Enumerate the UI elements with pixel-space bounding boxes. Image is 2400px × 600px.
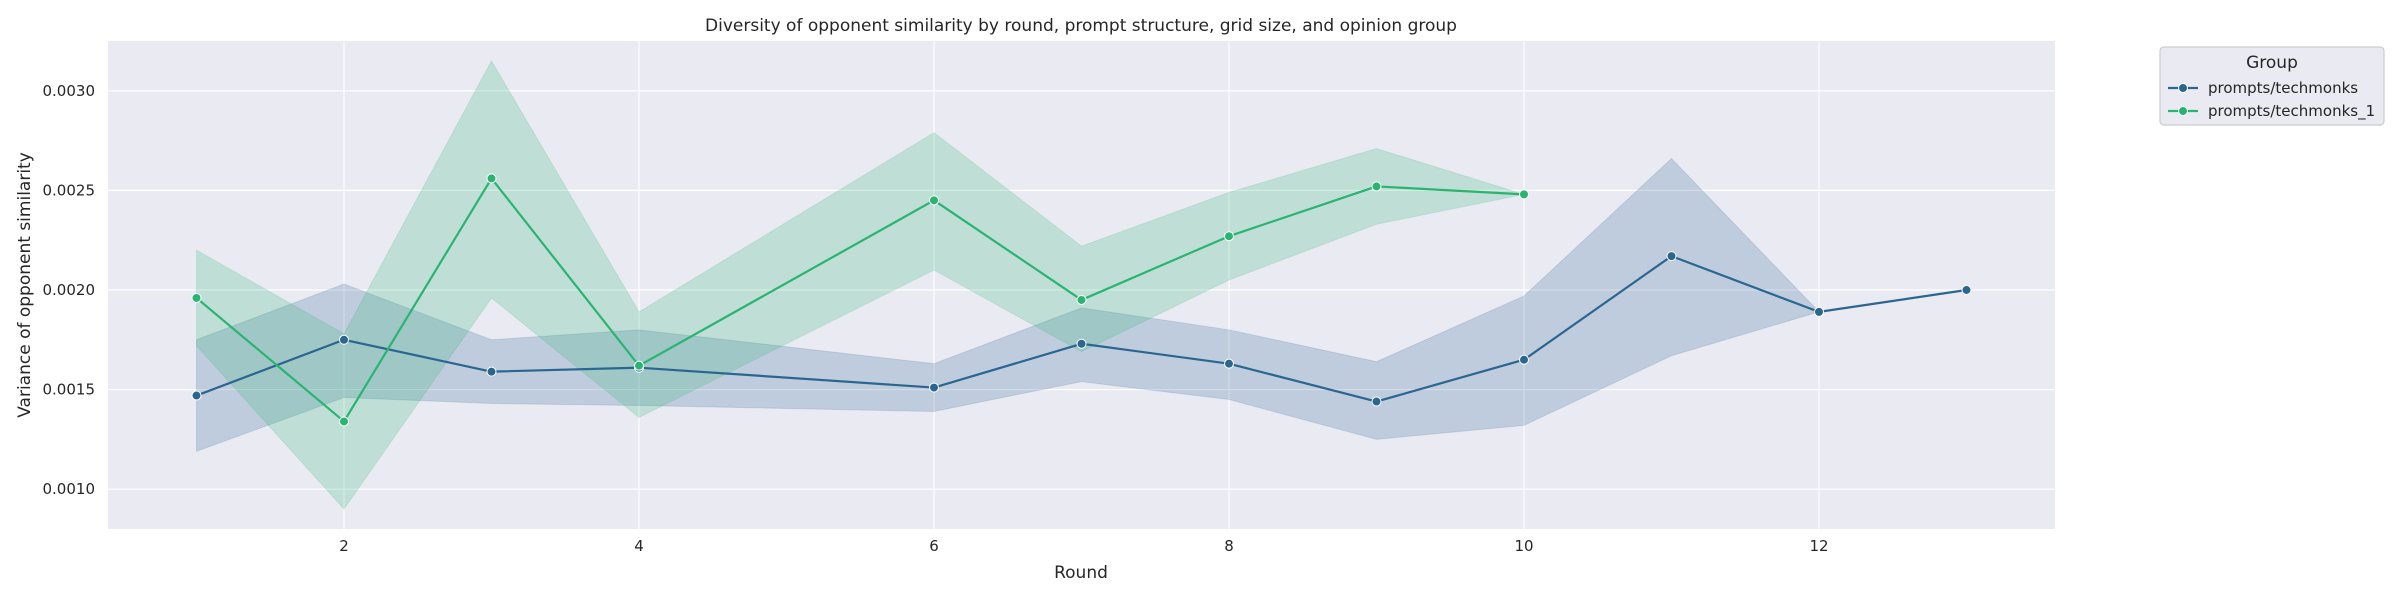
x-axis-ticks: 2 4 6 8 10 12 <box>339 537 1828 555</box>
x-tick-label: 12 <box>1809 537 1828 555</box>
legend-label: prompts/techmonks <box>2208 79 2358 97</box>
data-point <box>191 292 202 303</box>
x-axis-label: Round <box>1054 563 1108 583</box>
data-point <box>1224 358 1234 369</box>
legend-item: prompts/techmonks_1 <box>2168 102 2375 121</box>
x-tick-label: 8 <box>1224 537 1234 555</box>
legend-box <box>2159 46 2385 126</box>
grid-lines <box>108 41 2055 529</box>
y-tick-label: 0.0015 <box>43 381 96 399</box>
data-point <box>1076 338 1087 349</box>
y-tick-label: 0.0020 <box>43 281 96 299</box>
legend-swatch-marker <box>2178 106 2188 116</box>
legend-label: prompts/techmonks_1 <box>2208 102 2375 121</box>
legend-title: Group <box>2246 53 2298 73</box>
x-tick-label: 4 <box>634 537 644 555</box>
data-point <box>1224 231 1234 242</box>
chart-title: Diversity of opponent similarity by roun… <box>705 16 1457 36</box>
data-point <box>929 382 939 393</box>
data-point <box>1076 294 1087 305</box>
y-tick-label: 0.0030 <box>43 82 96 100</box>
data-point <box>634 360 644 371</box>
data-point <box>1666 251 1677 262</box>
data-point <box>339 416 349 427</box>
x-tick-label: 10 <box>1514 537 1533 555</box>
data-point <box>191 390 202 401</box>
data-point <box>1371 396 1382 407</box>
legend: Group prompts/techmonks prompts/techmonk… <box>2159 46 2385 126</box>
x-tick-label: 2 <box>339 537 349 555</box>
legend-swatch-marker <box>2178 83 2188 93</box>
data-point <box>486 173 497 184</box>
data-point <box>486 366 497 377</box>
x-tick-label: 6 <box>929 537 939 555</box>
y-axis-ticks: 0.0010 0.0015 0.0020 0.0025 0.0030 <box>43 82 96 498</box>
data-point <box>1519 354 1529 365</box>
y-axis-label: Variance of opponent similarity <box>15 152 35 418</box>
data-point <box>1371 181 1382 192</box>
legend-item: prompts/techmonks <box>2168 79 2358 97</box>
data-point <box>929 195 939 206</box>
series-line <box>196 255 1967 403</box>
data-point <box>1519 189 1529 200</box>
y-tick-label: 0.0025 <box>43 181 96 199</box>
series-markers <box>191 173 1972 427</box>
data-point <box>1961 284 1972 295</box>
y-tick-label: 0.0010 <box>43 480 96 498</box>
data-point <box>1814 306 1824 317</box>
data-point <box>339 334 349 345</box>
confidence-band <box>196 59 1525 510</box>
plot-background <box>108 41 2055 529</box>
